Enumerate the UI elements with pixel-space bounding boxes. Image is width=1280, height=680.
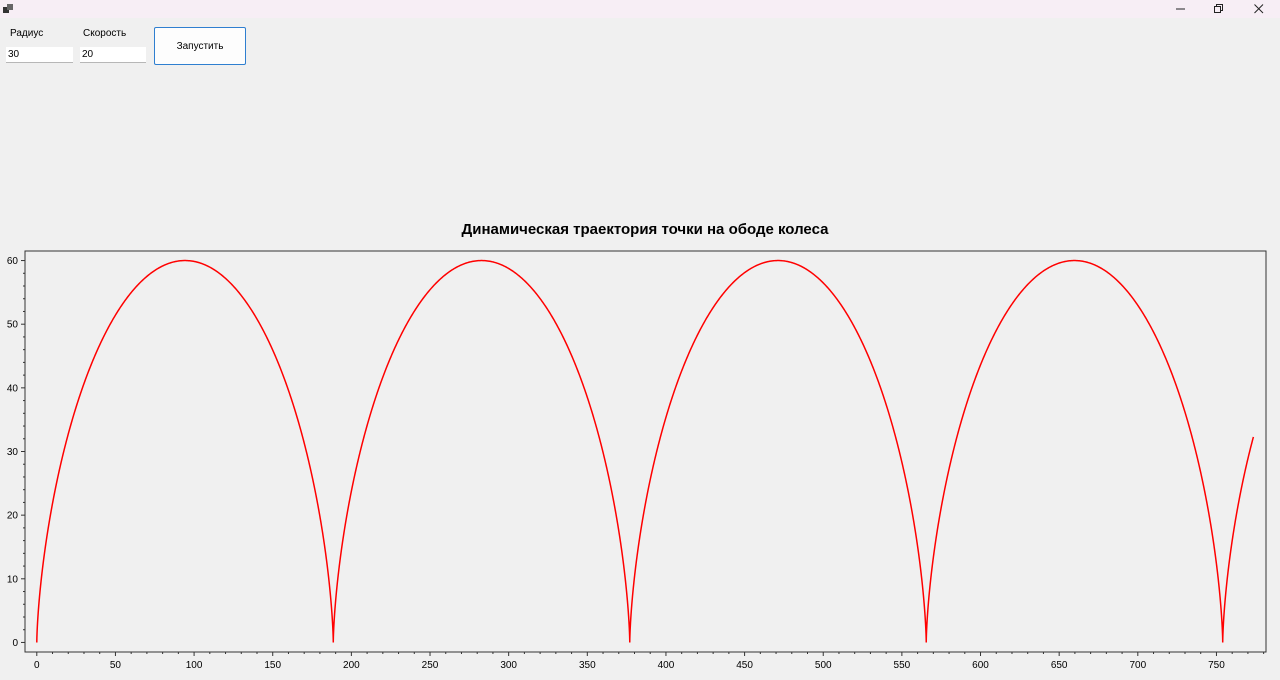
x-tick-label: 250 [422, 660, 439, 671]
trajectory-chart: 0 50 100 150 200 250 300 350 400 450 500 550 600 650 7… [7, 250, 1267, 671]
y-tick-label: 0 [12, 638, 18, 649]
x-tick-label: 400 [658, 660, 675, 671]
close-icon [1254, 4, 1264, 14]
x-tick-label: 550 [894, 660, 911, 671]
x-tick-label: 650 [1051, 660, 1068, 671]
trajectory-line [36, 259, 1255, 643]
x-tick-label: 600 [972, 660, 989, 671]
x-tick-label: 750 [1208, 660, 1225, 671]
minimize-button[interactable] [1162, 0, 1200, 18]
app-icon [3, 4, 13, 14]
y-tick-label: 60 [7, 256, 19, 267]
x-tick-label: 50 [110, 660, 122, 671]
x-tick-label: 100 [186, 660, 203, 671]
radius-label: Радиус [10, 28, 44, 39]
x-tick-label: 300 [500, 660, 517, 671]
close-button[interactable] [1240, 0, 1278, 18]
x-tick-label: 700 [1129, 660, 1146, 671]
restore-icon [1214, 4, 1223, 13]
chart-title: Динамическая траектория точки на ободе к… [461, 221, 829, 238]
restore-button[interactable] [1200, 0, 1238, 18]
x-tick-label: 500 [815, 660, 832, 671]
x-tick-label: 450 [736, 660, 753, 671]
y-tick-label: 30 [7, 447, 19, 458]
x-tick-label: 200 [343, 660, 360, 671]
radius-input[interactable] [6, 47, 73, 63]
y-tick-label: 10 [7, 574, 19, 585]
x-tick-label: 150 [264, 660, 281, 671]
minimize-icon [1176, 8, 1185, 10]
x-tick-label: 0 [34, 660, 40, 671]
y-tick-label: 20 [7, 511, 19, 522]
y-tick-label: 50 [7, 320, 19, 331]
speed-label: Скорость [83, 28, 127, 39]
run-button[interactable]: Запустить [154, 27, 246, 65]
x-tick-label: 350 [579, 660, 596, 671]
title-bar [0, 0, 1280, 18]
y-tick-label: 40 [7, 383, 19, 394]
plot-frame [24, 250, 1267, 653]
speed-input[interactable] [80, 47, 146, 63]
